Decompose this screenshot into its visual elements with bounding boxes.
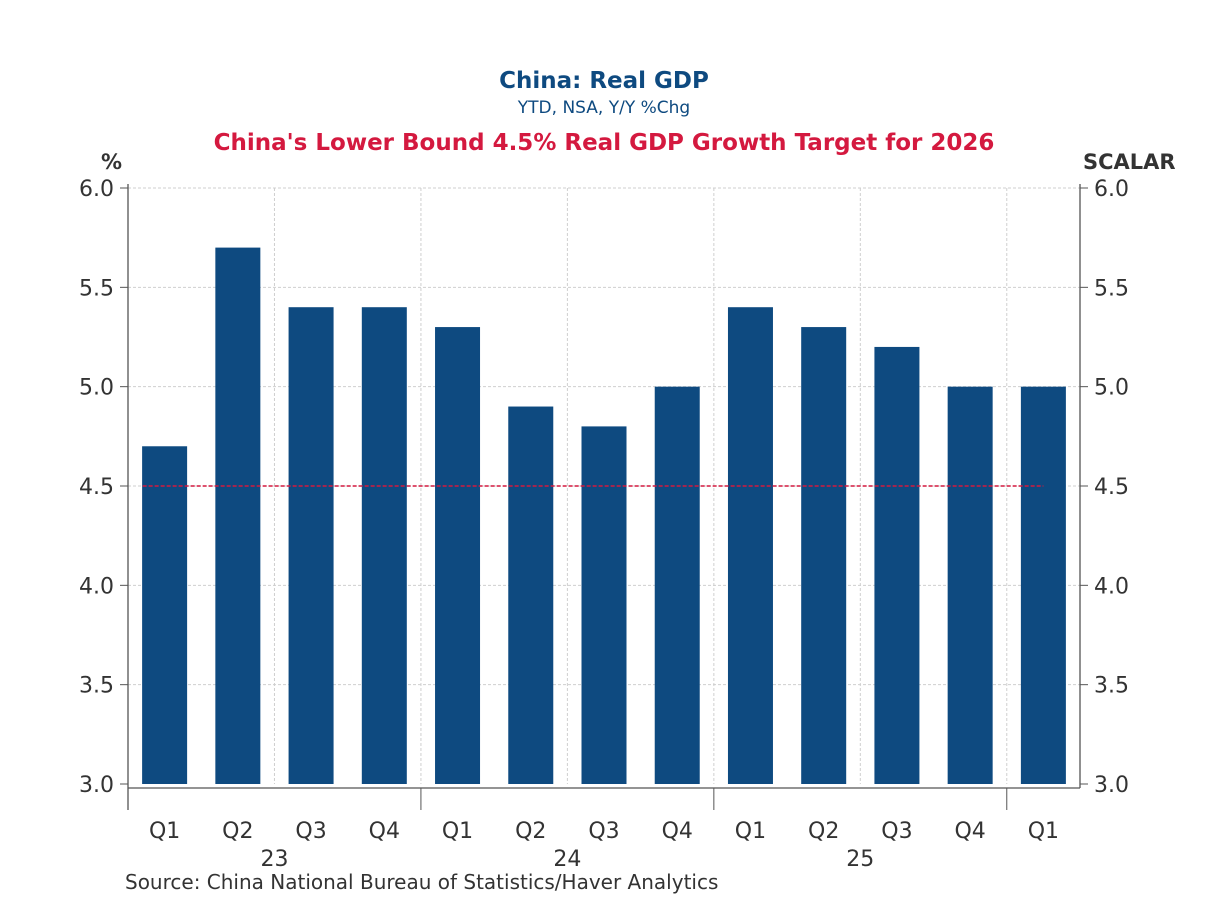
bar [801, 327, 847, 784]
x-tick-label: Q3 [588, 819, 619, 844]
bar [142, 446, 188, 784]
chart-subtitle: YTD, NSA, Y/Y %Chg [517, 98, 691, 118]
bar [581, 426, 627, 784]
x-tick-label: Q2 [515, 819, 546, 844]
source-note: Source: China National Bureau of Statist… [125, 870, 719, 894]
right-tick-label: 5.0 [1094, 376, 1129, 401]
x-tick-label: Q4 [954, 819, 985, 844]
year-label: 24 [553, 847, 581, 872]
right-tick-label: 3.0 [1094, 773, 1129, 798]
year-label: 25 [846, 847, 874, 872]
right-axis-label: SCALAR [1083, 150, 1176, 174]
left-tick-label: 5.0 [79, 376, 114, 401]
x-tick-label: Q3 [881, 819, 912, 844]
right-tick-label: 4.5 [1094, 475, 1129, 500]
bar [435, 327, 481, 784]
x-tick-label: Q1 [149, 819, 180, 844]
chart-annotation: China's Lower Bound 4.5% Real GDP Growth… [213, 130, 995, 156]
bar [874, 346, 920, 784]
x-tick-label: Q2 [808, 819, 839, 844]
left-axis-label: % [101, 150, 123, 174]
year-label: 23 [260, 847, 288, 872]
left-tick-label: 6.0 [79, 177, 114, 202]
right-tick-label: 4.0 [1094, 574, 1129, 599]
x-tick-label: Q2 [222, 819, 253, 844]
left-tick-label: 4.0 [79, 574, 114, 599]
x-tick-label: Q1 [735, 819, 766, 844]
bar [288, 307, 334, 784]
left-tick-label: 3.5 [79, 674, 114, 699]
bar [1020, 386, 1066, 784]
right-tick-label: 5.5 [1094, 276, 1129, 301]
left-tick-label: 4.5 [79, 475, 114, 500]
bar [947, 386, 993, 784]
x-tick-label: Q4 [662, 819, 693, 844]
bar [215, 247, 261, 785]
x-tick-label: Q4 [369, 819, 400, 844]
bar [654, 386, 700, 784]
x-tick-label: Q1 [1028, 819, 1059, 844]
chart-title: China: Real GDP [499, 68, 709, 94]
bar [361, 307, 407, 784]
left-tick-label: 3.0 [79, 773, 114, 798]
x-tick-label: Q3 [295, 819, 326, 844]
left-tick-label: 5.5 [79, 276, 114, 301]
bar [508, 406, 554, 784]
bar [727, 307, 773, 784]
right-tick-label: 3.5 [1094, 674, 1129, 699]
right-tick-label: 6.0 [1094, 177, 1129, 202]
x-tick-label: Q1 [442, 819, 473, 844]
